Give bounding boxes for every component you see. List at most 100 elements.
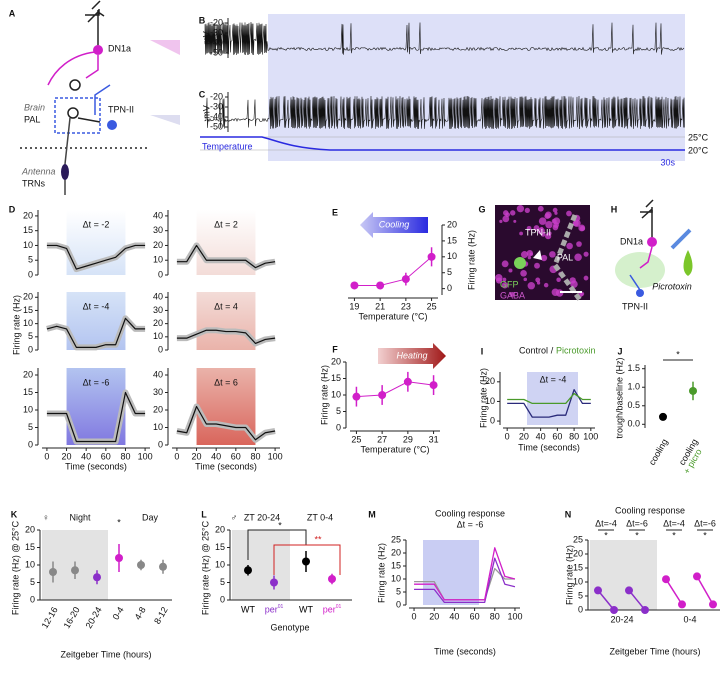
y-tick-label: 0 bbox=[220, 594, 225, 604]
y-tick-label: 10 bbox=[331, 389, 341, 399]
label: * bbox=[117, 517, 121, 527]
label: cooling bbox=[647, 437, 670, 467]
panel-label: A bbox=[9, 8, 16, 18]
label: Δt = 2 bbox=[214, 219, 238, 229]
y-tick-label: 5 bbox=[220, 577, 225, 587]
label: PAL bbox=[557, 252, 573, 262]
x-tick-label: 60 bbox=[101, 451, 111, 461]
label: * bbox=[676, 349, 680, 359]
puncta bbox=[545, 233, 552, 240]
puncta bbox=[523, 277, 528, 282]
label: Night bbox=[69, 512, 91, 522]
y-tick-label: 40 bbox=[153, 210, 163, 220]
tpn-soma bbox=[514, 257, 526, 269]
panel-label: G bbox=[478, 204, 485, 214]
puncta bbox=[510, 210, 516, 216]
cooling-point bbox=[641, 606, 649, 614]
x-tick-label: 20 bbox=[192, 451, 202, 461]
y-tick-label: 5 bbox=[396, 586, 401, 596]
y-tick-label: 0 bbox=[490, 415, 495, 425]
label: PAL bbox=[24, 114, 40, 124]
x-tick-label: 80 bbox=[120, 451, 130, 461]
y-tick-label: 10 bbox=[215, 559, 225, 569]
label: Temperature bbox=[202, 141, 253, 151]
puncta bbox=[534, 262, 540, 269]
label: * bbox=[635, 530, 639, 540]
label: / bbox=[551, 345, 554, 355]
puncta bbox=[521, 251, 529, 259]
arrow bbox=[378, 343, 446, 369]
x-tick-label: 21 bbox=[375, 301, 385, 311]
y-tick-label: -40 bbox=[210, 37, 223, 47]
label: ♂ bbox=[231, 512, 238, 522]
y-tick-label: 15 bbox=[447, 235, 457, 245]
x-tick-label: 20 bbox=[429, 611, 439, 621]
label: per01 bbox=[265, 604, 284, 614]
y-tick-label: 15 bbox=[23, 387, 33, 397]
puncta bbox=[537, 205, 544, 212]
label: Δt=-4 bbox=[663, 518, 685, 528]
label: DN1a bbox=[620, 236, 643, 246]
y-tick-label: 20 bbox=[391, 547, 401, 557]
y-tick-label: 10 bbox=[153, 422, 163, 432]
x-tick-label: 40 bbox=[211, 451, 221, 461]
x-tick-label: 100 bbox=[138, 451, 153, 461]
trace bbox=[414, 557, 516, 604]
y-tick-label: -40 bbox=[210, 111, 223, 121]
x-tick-label: 19 bbox=[349, 301, 359, 311]
puncta bbox=[519, 231, 524, 236]
pair-line bbox=[597, 589, 615, 611]
y-tick-label: 20 bbox=[153, 404, 163, 414]
mean-point bbox=[49, 568, 57, 576]
puncta bbox=[533, 225, 540, 231]
x-tick-label: 20 bbox=[519, 431, 529, 441]
x-tick-label: 25 bbox=[351, 434, 361, 444]
mean-point bbox=[659, 412, 667, 421]
y-tick-label: 15 bbox=[331, 373, 341, 383]
y-tick-label: 15 bbox=[215, 542, 225, 552]
puncta bbox=[513, 219, 517, 223]
y-tick-label: 0 bbox=[158, 269, 163, 279]
y-tick-label: -50 bbox=[210, 121, 223, 131]
label: GABA bbox=[500, 290, 525, 300]
label: Δt=-6 bbox=[626, 518, 648, 528]
label: Δt = -2 bbox=[83, 219, 110, 229]
label: Control bbox=[519, 345, 548, 355]
puncta bbox=[509, 291, 515, 297]
y-tick-label: 0 bbox=[447, 283, 452, 293]
puncta bbox=[527, 281, 536, 290]
y-tick-label: -50 bbox=[210, 47, 223, 57]
y-tick-label: 0 bbox=[396, 599, 401, 609]
label: 0-4 bbox=[111, 605, 126, 621]
puncta bbox=[553, 222, 559, 229]
label: 4-8 bbox=[133, 605, 148, 621]
label: Δt = 4 bbox=[214, 301, 238, 311]
label: Firing rate (Hz) bbox=[319, 365, 329, 425]
panel-label: C bbox=[199, 89, 206, 99]
label: ZT 0-4 bbox=[307, 512, 333, 522]
pair-line bbox=[665, 578, 683, 605]
label: 8-12 bbox=[152, 605, 170, 626]
label: Cooling response bbox=[615, 505, 685, 515]
label: 25°C bbox=[688, 132, 709, 142]
y-tick-label: 20 bbox=[23, 292, 33, 302]
x-tick-label: 0 bbox=[174, 451, 179, 461]
label: * bbox=[672, 530, 676, 540]
label: Brain bbox=[24, 102, 45, 112]
label: Picrotoxin bbox=[652, 281, 692, 291]
x-tick-label: 29 bbox=[403, 434, 413, 444]
puncta bbox=[520, 269, 527, 277]
y-tick-label: 10 bbox=[23, 240, 33, 250]
x-tick-label: 40 bbox=[81, 451, 91, 461]
label: Zeitgeber Time (hours) bbox=[60, 649, 151, 659]
cooling-point bbox=[678, 600, 686, 609]
y-tick-label: 40 bbox=[153, 369, 163, 379]
label: Firing rate (Hz) @ 25°C bbox=[10, 520, 20, 615]
puncta bbox=[540, 232, 546, 237]
puncta bbox=[501, 260, 509, 268]
cooling-point bbox=[709, 600, 717, 609]
trace bbox=[507, 392, 591, 405]
y-tick-label: 0 bbox=[158, 439, 163, 449]
puncta bbox=[540, 254, 548, 262]
